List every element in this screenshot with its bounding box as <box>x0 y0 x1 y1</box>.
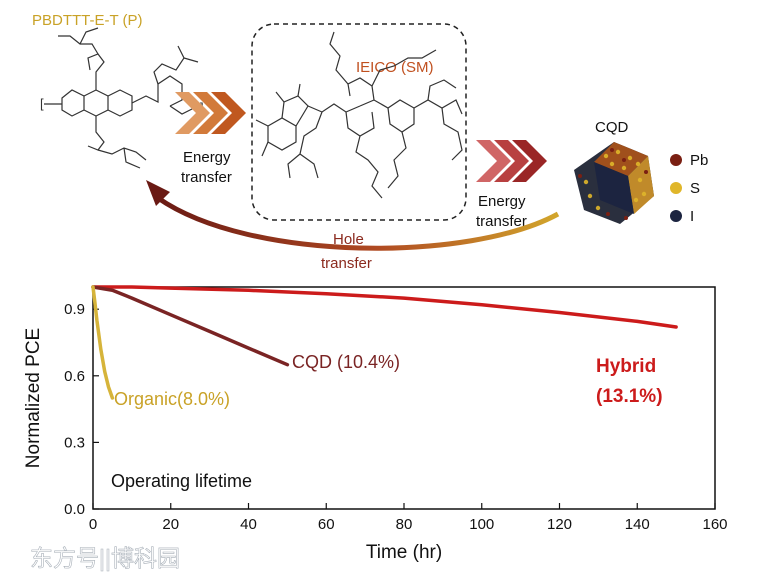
sm-label: IEICO (SM) <box>356 59 434 76</box>
y-tick-label: 0.3 <box>64 434 85 451</box>
energy-transfer-arrow-1 <box>175 92 246 134</box>
polymer-structure: [ ] <box>40 27 204 169</box>
y-tick-label: 0.6 <box>64 368 85 385</box>
i-legend-label: I <box>690 208 694 225</box>
energy-transfer-arrow-2 <box>476 140 547 182</box>
cqd-series-line <box>91 285 290 367</box>
energy-transfer-2-line1: Energy <box>478 193 526 210</box>
lifetime-chart: 0 20 40 60 80 100 120 140 160 0.0 0.3 0.6 0.9 Time … <box>23 285 728 563</box>
pb-legend-label: Pb <box>690 152 708 169</box>
operating-lifetime-annotation: Operating lifetime <box>111 471 252 491</box>
sm-dashed-box <box>251 23 467 221</box>
x-axis-title: Time (hr) <box>366 542 442 563</box>
x-tick-label: 140 <box>625 516 650 533</box>
hybrid-series-line <box>91 285 678 329</box>
x-axis: 0 20 40 60 80 100 120 140 160 <box>89 503 728 533</box>
pb-legend-marker <box>670 154 682 166</box>
hole-transfer-arrow <box>156 195 560 251</box>
s-legend-label: S <box>690 180 700 197</box>
energy-transfer-2-line2: transfer <box>476 213 527 230</box>
y-axis: 0.0 0.3 0.6 0.9 <box>64 301 99 518</box>
svg-text:[: [ <box>40 96 44 111</box>
sm-structure <box>255 31 463 199</box>
cqd-label: CQD <box>595 119 629 136</box>
s-legend-marker <box>670 182 682 194</box>
x-tick-label: 100 <box>469 516 494 533</box>
x-tick-label: 20 <box>162 516 179 533</box>
x-tick-label: 40 <box>240 516 257 533</box>
series-lines <box>91 285 678 400</box>
x-tick-label: 80 <box>396 516 413 533</box>
hole-transfer-arrowhead <box>146 180 170 206</box>
organic-series-line <box>91 285 115 400</box>
energy-scheme: PBDTTT-E-T (P) [ ] Energy transfer <box>32 12 708 272</box>
cqd-nanocrystal <box>574 142 654 224</box>
watermark: 东方号||博科园 <box>30 545 180 571</box>
i-legend-marker <box>670 210 682 222</box>
energy-transfer-1-line2: transfer <box>181 169 232 186</box>
hole-transfer-line2: transfer <box>321 255 372 272</box>
polymer-label: PBDTTT-E-T (P) <box>32 12 143 29</box>
hybrid-series-label-line1: Hybrid <box>596 356 656 377</box>
x-tick-label: 120 <box>547 516 572 533</box>
organic-series-label: Organic(8.0%) <box>114 389 230 409</box>
y-tick-label: 0.0 <box>64 501 85 518</box>
cqd-series-label: CQD (10.4%) <box>292 352 400 372</box>
hole-transfer-line1: Hole <box>333 231 364 248</box>
hybrid-series-label-line2: (13.1%) <box>596 386 663 407</box>
cqd-legend: Pb S I <box>670 152 708 225</box>
x-tick-label: 160 <box>702 516 727 533</box>
energy-transfer-1-line1: Energy <box>183 149 231 166</box>
x-tick-label: 0 <box>89 516 97 533</box>
x-tick-label: 60 <box>318 516 335 533</box>
y-tick-label: 0.9 <box>64 301 85 318</box>
y-axis-title: Normalized PCE <box>23 328 44 468</box>
